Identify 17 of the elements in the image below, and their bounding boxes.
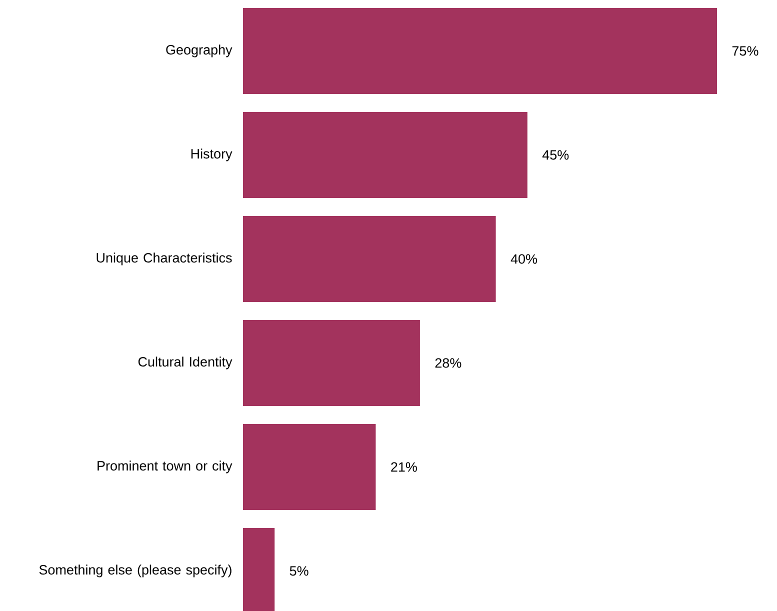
data-label: 28%: [435, 358, 462, 368]
y-tick-label: Geography: [166, 44, 232, 58]
y-tick-label: Unique Characteristics: [96, 252, 232, 266]
bar: [243, 424, 376, 510]
y-tick-label: Prominent town or city: [98, 460, 232, 474]
data-label: 40%: [510, 254, 538, 264]
bar: [243, 320, 420, 406]
bar: [243, 112, 528, 198]
data-label: 5%: [290, 566, 308, 576]
y-tick-label: History: [191, 148, 232, 162]
data-label: 45%: [542, 150, 569, 160]
data-label: 75%: [732, 46, 758, 56]
y-tick-label: Cultural Identity: [138, 356, 232, 370]
y-tick-label: Something else (please specify): [39, 564, 232, 578]
bar: [243, 216, 496, 302]
bar: [243, 8, 718, 94]
data-label: 21%: [391, 462, 417, 472]
